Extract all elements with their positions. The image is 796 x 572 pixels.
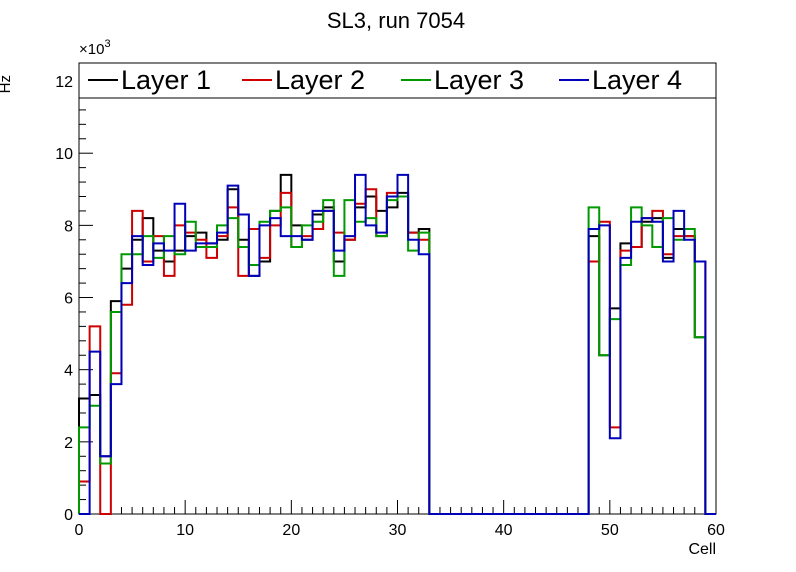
legend-label-layer-4: Layer 4: [592, 65, 682, 95]
y-exponent-base: ×10: [79, 41, 104, 58]
legend-label-layer-2: Layer 2: [275, 65, 365, 95]
x-tick-label: 10: [176, 522, 194, 539]
x-tick-label: 30: [389, 522, 407, 539]
x-axis-label: Cell: [688, 541, 716, 558]
x-tick-label: 40: [495, 522, 513, 539]
y-tick-label: 6: [64, 291, 73, 308]
x-tick-label: 60: [707, 522, 725, 539]
y-tick-label: 8: [64, 218, 73, 235]
series-line-layer-4: [79, 173, 716, 515]
y-axis-label: Hz: [0, 75, 14, 93]
legend-label-layer-1: Layer 1: [121, 65, 211, 95]
legend-box: [78, 62, 717, 99]
x-tick-label: 20: [282, 522, 300, 539]
y-tick-label: 0: [64, 507, 73, 524]
chart-title: SL3, run 7054: [327, 8, 465, 33]
y-exponent-label: ×103: [79, 38, 111, 58]
y-exponent-power: 3: [104, 38, 110, 50]
legend-label-layer-3: Layer 3: [434, 65, 524, 95]
y-tick-label: 4: [64, 363, 73, 380]
x-tick-label: 0: [75, 522, 84, 539]
y-tick-label: 10: [55, 146, 73, 163]
y-tick-label: 12: [55, 74, 73, 91]
series-group: [78, 173, 716, 515]
x-tick-label: 50: [601, 522, 619, 539]
y-tick-label: 2: [64, 435, 73, 452]
axes: 0 10 20 30 40 50 60 0 2 4 6 8 10 12: [55, 66, 725, 539]
legend: Layer 1 Layer 2 Layer 3 Layer 4: [78, 62, 717, 99]
